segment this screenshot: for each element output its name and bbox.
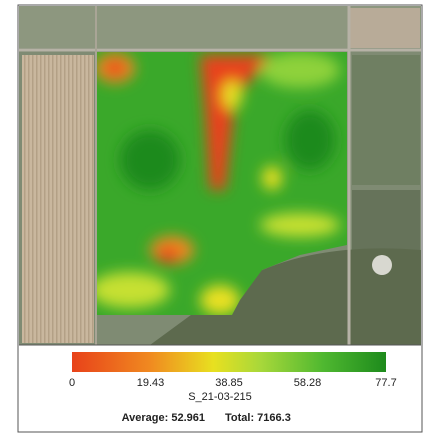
- tick-label: 77.7: [375, 377, 396, 389]
- average: Average: 52.961: [122, 412, 205, 424]
- tick-label: 58.28: [294, 377, 322, 389]
- tick-label: 38.85: [215, 377, 243, 389]
- tick-label: 19.43: [137, 377, 165, 389]
- legend-ticks: 0 19.43 38.85 58.28 77.7: [69, 377, 397, 389]
- tick-label: 0: [69, 377, 75, 389]
- layer-name: S_21-03-215: [188, 391, 252, 403]
- yield-heatmap: [97, 52, 347, 315]
- total: Total: 7166.3: [225, 412, 291, 424]
- color-ramp: [72, 352, 386, 372]
